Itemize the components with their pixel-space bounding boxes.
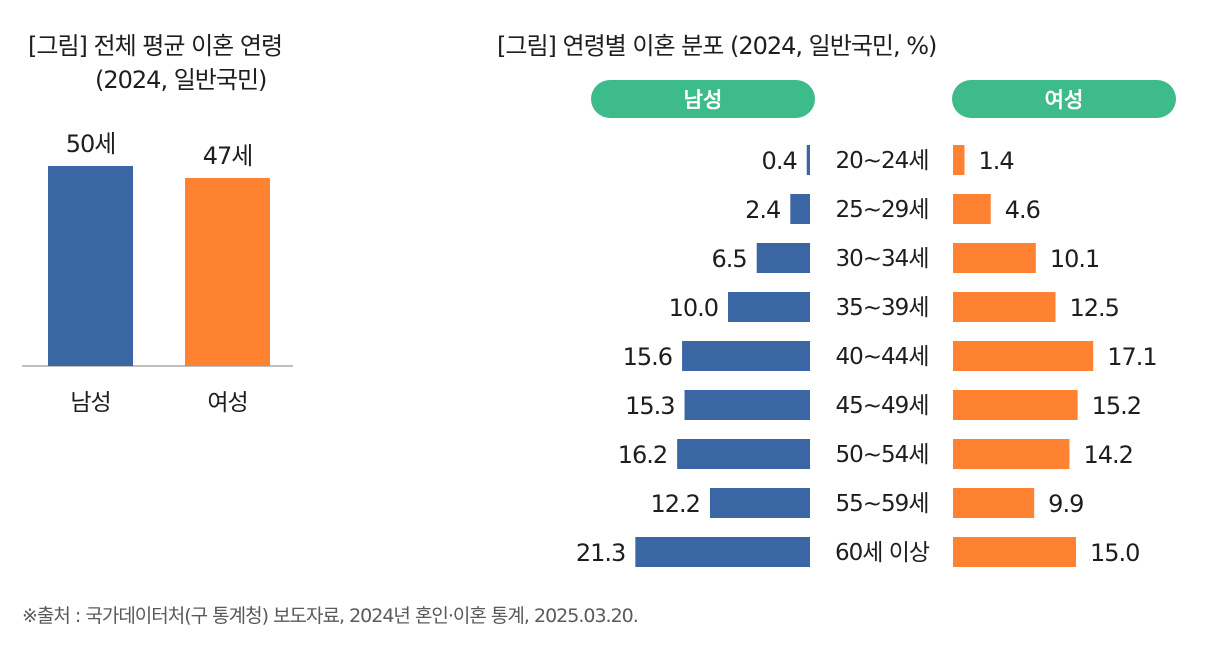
- male-bar: [709, 488, 810, 518]
- age-group-label: 50~54세: [836, 442, 929, 468]
- male-value-label: 15.6: [623, 343, 672, 371]
- female-header-pill: [952, 80, 1176, 118]
- male-value-label: 10.0: [669, 294, 718, 322]
- avg-age-bar-female: [185, 178, 270, 366]
- age-group-label: 25~29세: [836, 197, 929, 223]
- age-group-label: 40~44세: [836, 344, 929, 370]
- male-value-label: 2.4: [745, 196, 780, 224]
- male-bar: [806, 145, 810, 175]
- age-group-label: 55~59세: [836, 491, 929, 517]
- female-value-label: 15.0: [1090, 539, 1139, 567]
- female-value-label: 17.1: [1107, 343, 1156, 371]
- female-value-label: 4.6: [1005, 196, 1040, 224]
- age-group-label: 60세 이상: [835, 540, 930, 566]
- divorce-distribution-by-age-chart: 남성 여성 0.4 20~24세 1.4 2.4 25~29세 4.6 6.5 30~34세 10.…: [576, 80, 1176, 567]
- left-chart-title-line1: [그림] 전체 평균 이혼 연령: [28, 32, 283, 60]
- female-value-label: 15.2: [1092, 392, 1141, 420]
- male-bar: [635, 537, 810, 567]
- female-value-label: 10.1: [1050, 245, 1099, 273]
- female-value-label: 1.4: [978, 147, 1013, 175]
- female-bar: [953, 439, 1070, 469]
- male-bar: [682, 341, 810, 371]
- male-bar: [728, 292, 810, 322]
- avg-age-category-label: 여성: [207, 390, 247, 416]
- male-value-label: 0.4: [762, 147, 797, 175]
- female-bar: [953, 292, 1056, 322]
- right-chart-title: [그림] 연령별 이혼 분포 (2024, 일반국민, %): [497, 32, 937, 60]
- male-value-label: 21.3: [576, 539, 625, 567]
- age-group-label: 30~34세: [836, 246, 929, 272]
- male-value-label: 6.5: [712, 245, 747, 273]
- female-bar: [953, 243, 1036, 273]
- left-chart-title-line2: (2024, 일반국민): [95, 66, 267, 94]
- avg-age-bar-male: [48, 166, 133, 366]
- female-bar: [953, 537, 1076, 567]
- female-bar: [953, 145, 965, 175]
- male-bar: [790, 194, 810, 224]
- male-header-pill: [591, 80, 815, 118]
- female-value-label: 9.9: [1048, 490, 1083, 518]
- female-value-label: 14.2: [1083, 441, 1132, 469]
- male-value-label: 16.2: [618, 441, 667, 469]
- male-value-label: 15.3: [625, 392, 674, 420]
- female-bar: [953, 194, 991, 224]
- female-header-label: 여성: [1045, 88, 1084, 112]
- avg-age-value-label: 50세: [66, 130, 116, 158]
- female-bar: [953, 390, 1078, 420]
- female-bar: [953, 488, 1035, 518]
- male-bar: [684, 390, 810, 420]
- male-value-label: 12.2: [651, 490, 700, 518]
- female-value-label: 12.5: [1070, 294, 1119, 322]
- female-bar: [953, 341, 1094, 371]
- male-bar: [756, 243, 810, 273]
- avg-age-category-label: 남성: [70, 390, 110, 416]
- age-group-label: 20~24세: [836, 148, 929, 174]
- male-header-label: 남성: [684, 88, 723, 112]
- avg-age-value-label: 47세: [203, 142, 253, 170]
- male-bar: [677, 439, 810, 469]
- source-note: ※출처 : 국가데이터처(구 통계청) 보도자료, 2024년 혼인·이혼 통계…: [22, 605, 639, 627]
- age-group-label: 35~39세: [836, 295, 929, 321]
- age-group-label: 45~49세: [836, 393, 929, 419]
